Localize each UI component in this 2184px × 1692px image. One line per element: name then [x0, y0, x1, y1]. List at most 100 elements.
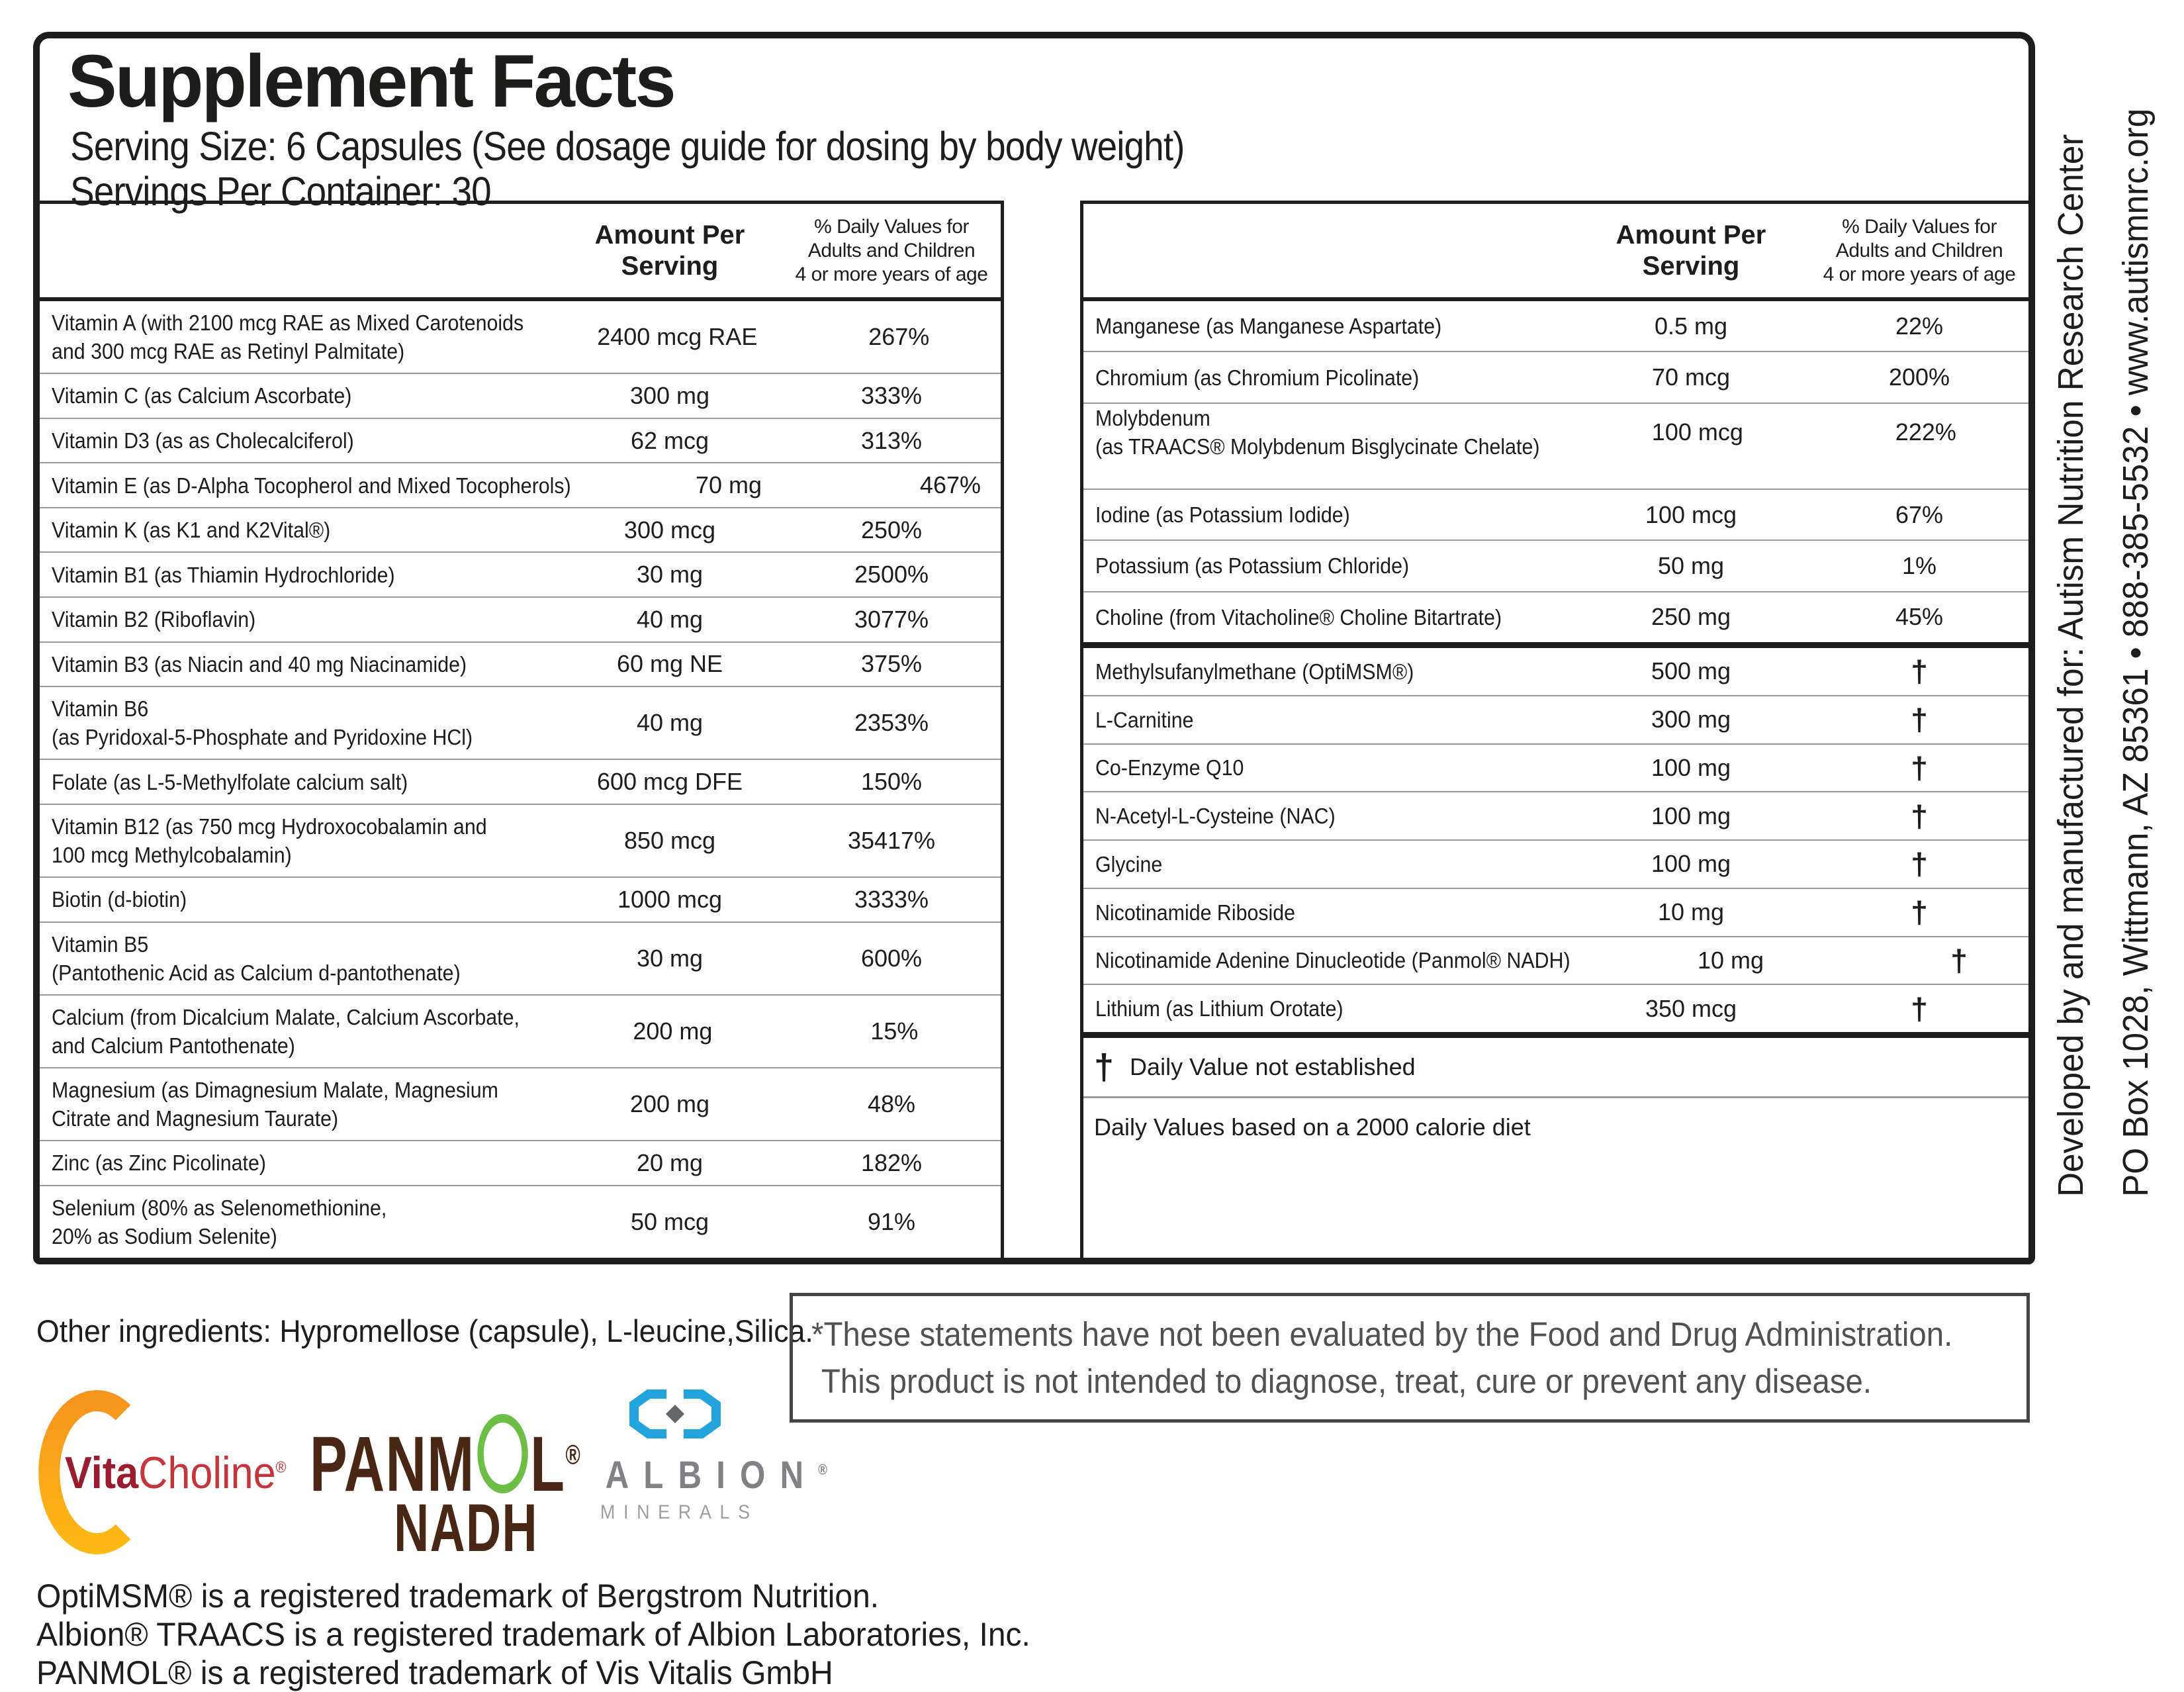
daily-value-cell: †: [1911, 654, 1928, 689]
amount-cell: 600 mcg DFE: [596, 768, 743, 796]
table-row: Iodine (as Potassium Iodide) 100 mcg 67%: [1083, 488, 2028, 540]
amount-cell: 50 mcg: [630, 1207, 709, 1235]
ingredient-name: Iodine (as Potassium Iodide): [1083, 500, 1572, 529]
table-row: Vitamin B6 (as Pyridoxal-5-Phosphate and …: [40, 686, 1001, 759]
dagger-footnote: † Daily Value not established: [1083, 1038, 2028, 1096]
daily-value-cell: 182%: [860, 1149, 923, 1176]
text-line: Vitamin B3 (as Niacin and 40 mg Niacinam…: [52, 651, 467, 677]
daily-value-cell: †: [1950, 943, 1968, 978]
text-line: Potassium (as Potassium Chloride): [1095, 553, 1410, 579]
daily-value-cell: 313%: [860, 426, 923, 454]
ingredient-name: Vitamin B1 (as Thiamin Hydrochloride): [40, 561, 557, 589]
minerals-rows: Manganese (as Manganese Aspartate) 0.5 mg…: [1083, 301, 2028, 642]
table-row: Vitamin B2 (Riboflavin) 40 mg 3077%: [40, 596, 1001, 641]
text-line: Magnesium (as Dimagnesium Malate, Magnes…: [52, 1078, 498, 1103]
ingredient-name: N-Acetyl-L-Cysteine (NAC): [1083, 802, 1572, 830]
daily-value-cell: 2500%: [854, 561, 929, 588]
table-row: Vitamin E (as D-Alpha Tocopherol and Mix…: [40, 462, 1001, 507]
daily-value-cell: 67%: [1895, 500, 1944, 528]
table-row: Vitamin B5 (Pantothenic Acid as Calcium d…: [40, 921, 1001, 994]
text-line: This product is not intended to diagnose…: [821, 1362, 1872, 1400]
table-row: Vitamin B1 (as Thiamin Hydrochloride) 30 …: [40, 551, 1001, 596]
daily-value-cell: 2353%: [854, 709, 929, 737]
amount-per-serving-header: Amount Per Serving: [557, 220, 782, 282]
table-row: Potassium (as Potassium Chloride) 50 mg 1%: [1083, 540, 2028, 590]
ingredient-name: Manganese (as Manganese Aspartate): [1083, 312, 1572, 340]
ingredient-name: Zinc (as Zinc Picolinate): [40, 1149, 557, 1177]
daily-value-cell: 375%: [860, 650, 923, 678]
amount-cell: 250 mg: [1651, 603, 1731, 631]
ingredient-name: Methylsufanylmethane (OptiMSM®): [1083, 657, 1572, 686]
ingredient-name: Vitamin B12 (as 750 mcg Hydroxocobalamin…: [40, 812, 557, 869]
albion-name-text: ALBION®: [591, 1453, 827, 1497]
ingredient-name: Choline (from Vitacholine® Choline Bitar…: [1083, 603, 1572, 632]
text-line: Vitamin C (as Calcium Ascorbate): [52, 383, 352, 408]
table-row: Magnesium (as Dimagnesium Malate, Magnes…: [40, 1067, 1001, 1140]
table-row: Biotin (d-biotin) 1000 mcg 3333%: [40, 876, 1001, 921]
ingredient-name: Magnesium (as Dimagnesium Malate, Magnes…: [40, 1076, 557, 1133]
table-row: Vitamin A (with 2100 mcg RAE as Mixed Ca…: [40, 301, 1001, 373]
text-line: Calcium (from Dicalcium Malate, Calcium …: [52, 1004, 520, 1029]
amount-cell: 10 mg: [1657, 898, 1725, 926]
amount-cell: 40 mg: [636, 709, 704, 737]
table-row: Glycine 100 mg †: [1083, 839, 2028, 888]
text-line: Serving: [1642, 251, 1740, 281]
daily-value-cell: 3077%: [854, 605, 929, 633]
daily-value-cell: 3333%: [854, 885, 929, 913]
daily-value-cell: †: [1911, 895, 1928, 930]
amount-cell: 2400 mcg RAE: [597, 323, 758, 351]
amount-cell: 30 mg: [636, 561, 704, 588]
text-line: Molybdenum: [1095, 405, 1210, 430]
section-divider: [1083, 1032, 2028, 1038]
panmol-text-start: PANM: [310, 1421, 475, 1508]
text-line: Amount Per: [594, 220, 745, 250]
text-line: Adults and Children: [1835, 239, 2003, 261]
dagger-footnote-text: Daily Value not established: [1130, 1053, 1416, 1080]
text-line: and 300 mcg RAE as Retinyl Palmitate): [52, 339, 405, 364]
ingredient-name: Folate (as L-5-Methylfolate calcium salt…: [40, 768, 557, 796]
table-row: Folate (as L-5-Methylfolate calcium salt…: [40, 759, 1001, 804]
vitacholine-vita-text: Vita: [65, 1448, 139, 1498]
table-header-row: Amount Per Serving % Daily Values for Adul…: [40, 201, 1001, 301]
amount-cell: 30 mg: [636, 944, 704, 972]
daily-value-cell: 1%: [1901, 551, 1937, 579]
text-line: Glycine: [1095, 851, 1163, 876]
text-line: L-Carnitine: [1095, 707, 1194, 732]
panmol-logo: PANM L®: [310, 1414, 580, 1509]
amount-cell: 200 mg: [629, 1090, 710, 1118]
amount-cell: 100 mg: [1651, 850, 1731, 878]
amount-cell: 100 mg: [1651, 802, 1731, 829]
trademark-statements: OptiMSM® is a registered trademark of Be…: [36, 1577, 1071, 1692]
dagger-icon: †: [1094, 1047, 1115, 1087]
ingredient-name: Vitamin E (as D-Alpha Tocopherol and Mix…: [40, 471, 616, 500]
amount-cell: 40 mg: [636, 605, 704, 633]
text-line: OptiMSM® is a registered trademark of Be…: [36, 1577, 880, 1615]
text-line: Manganese (as Manganese Aspartate): [1095, 314, 1442, 339]
amount-cell: 100 mcg: [1651, 418, 1743, 446]
ingredient-name: Vitamin B5 (Pantothenic Acid as Calcium d…: [40, 930, 557, 987]
ingredient-name: L-Carnitine: [1083, 706, 1572, 734]
daily-value-cell: †: [1911, 847, 1928, 882]
ingredient-name: Potassium (as Potassium Chloride): [1083, 551, 1572, 580]
ingredient-name: Calcium (from Dicalcium Malate, Calcium …: [40, 1003, 560, 1060]
other-ingredients-line: Other ingredients: Hypromellose (capsule…: [36, 1313, 813, 1348]
text-line: Vitamin K (as K1 and K2Vital®): [52, 518, 331, 543]
text-line: Vitamin B5: [52, 931, 149, 957]
daily-value-cell: 250%: [860, 516, 923, 543]
text-line: N-Acetyl-L-Cysteine (NAC): [1095, 804, 1336, 829]
text-line: 100 mcg Methylcobalamin): [52, 842, 292, 867]
table-row: Vitamin B12 (as 750 mcg Hydroxocobalamin…: [40, 803, 1001, 876]
daily-values-footnote: Daily Values based on a 2000 calorie die…: [1094, 1113, 1531, 1141]
table-row: Choline (from Vitacholine® Choline Bitar…: [1083, 590, 2028, 642]
daily-values-header: % Daily Values for Adults and Children 4 o…: [1810, 215, 2028, 287]
registered-mark-icon: ®: [275, 1458, 287, 1477]
text-line: Lithium (as Lithium Orotate): [1095, 996, 1343, 1021]
footnote-divider: [1083, 1096, 2028, 1098]
amount-cell: 60 mg NE: [616, 650, 723, 678]
text-line: Serving: [621, 251, 719, 281]
text-line: Vitamin A (with 2100 mcg RAE as Mixed Ca…: [52, 310, 524, 336]
table-row: Vitamin C (as Calcium Ascorbate) 300 mg 33…: [40, 373, 1001, 418]
ingredient-name: Nicotinamide Adenine Dinucleotide (Panmo…: [1083, 946, 1612, 974]
text-line: Zinc (as Zinc Picolinate): [52, 1151, 266, 1176]
ingredient-name: Glycine: [1083, 850, 1572, 878]
